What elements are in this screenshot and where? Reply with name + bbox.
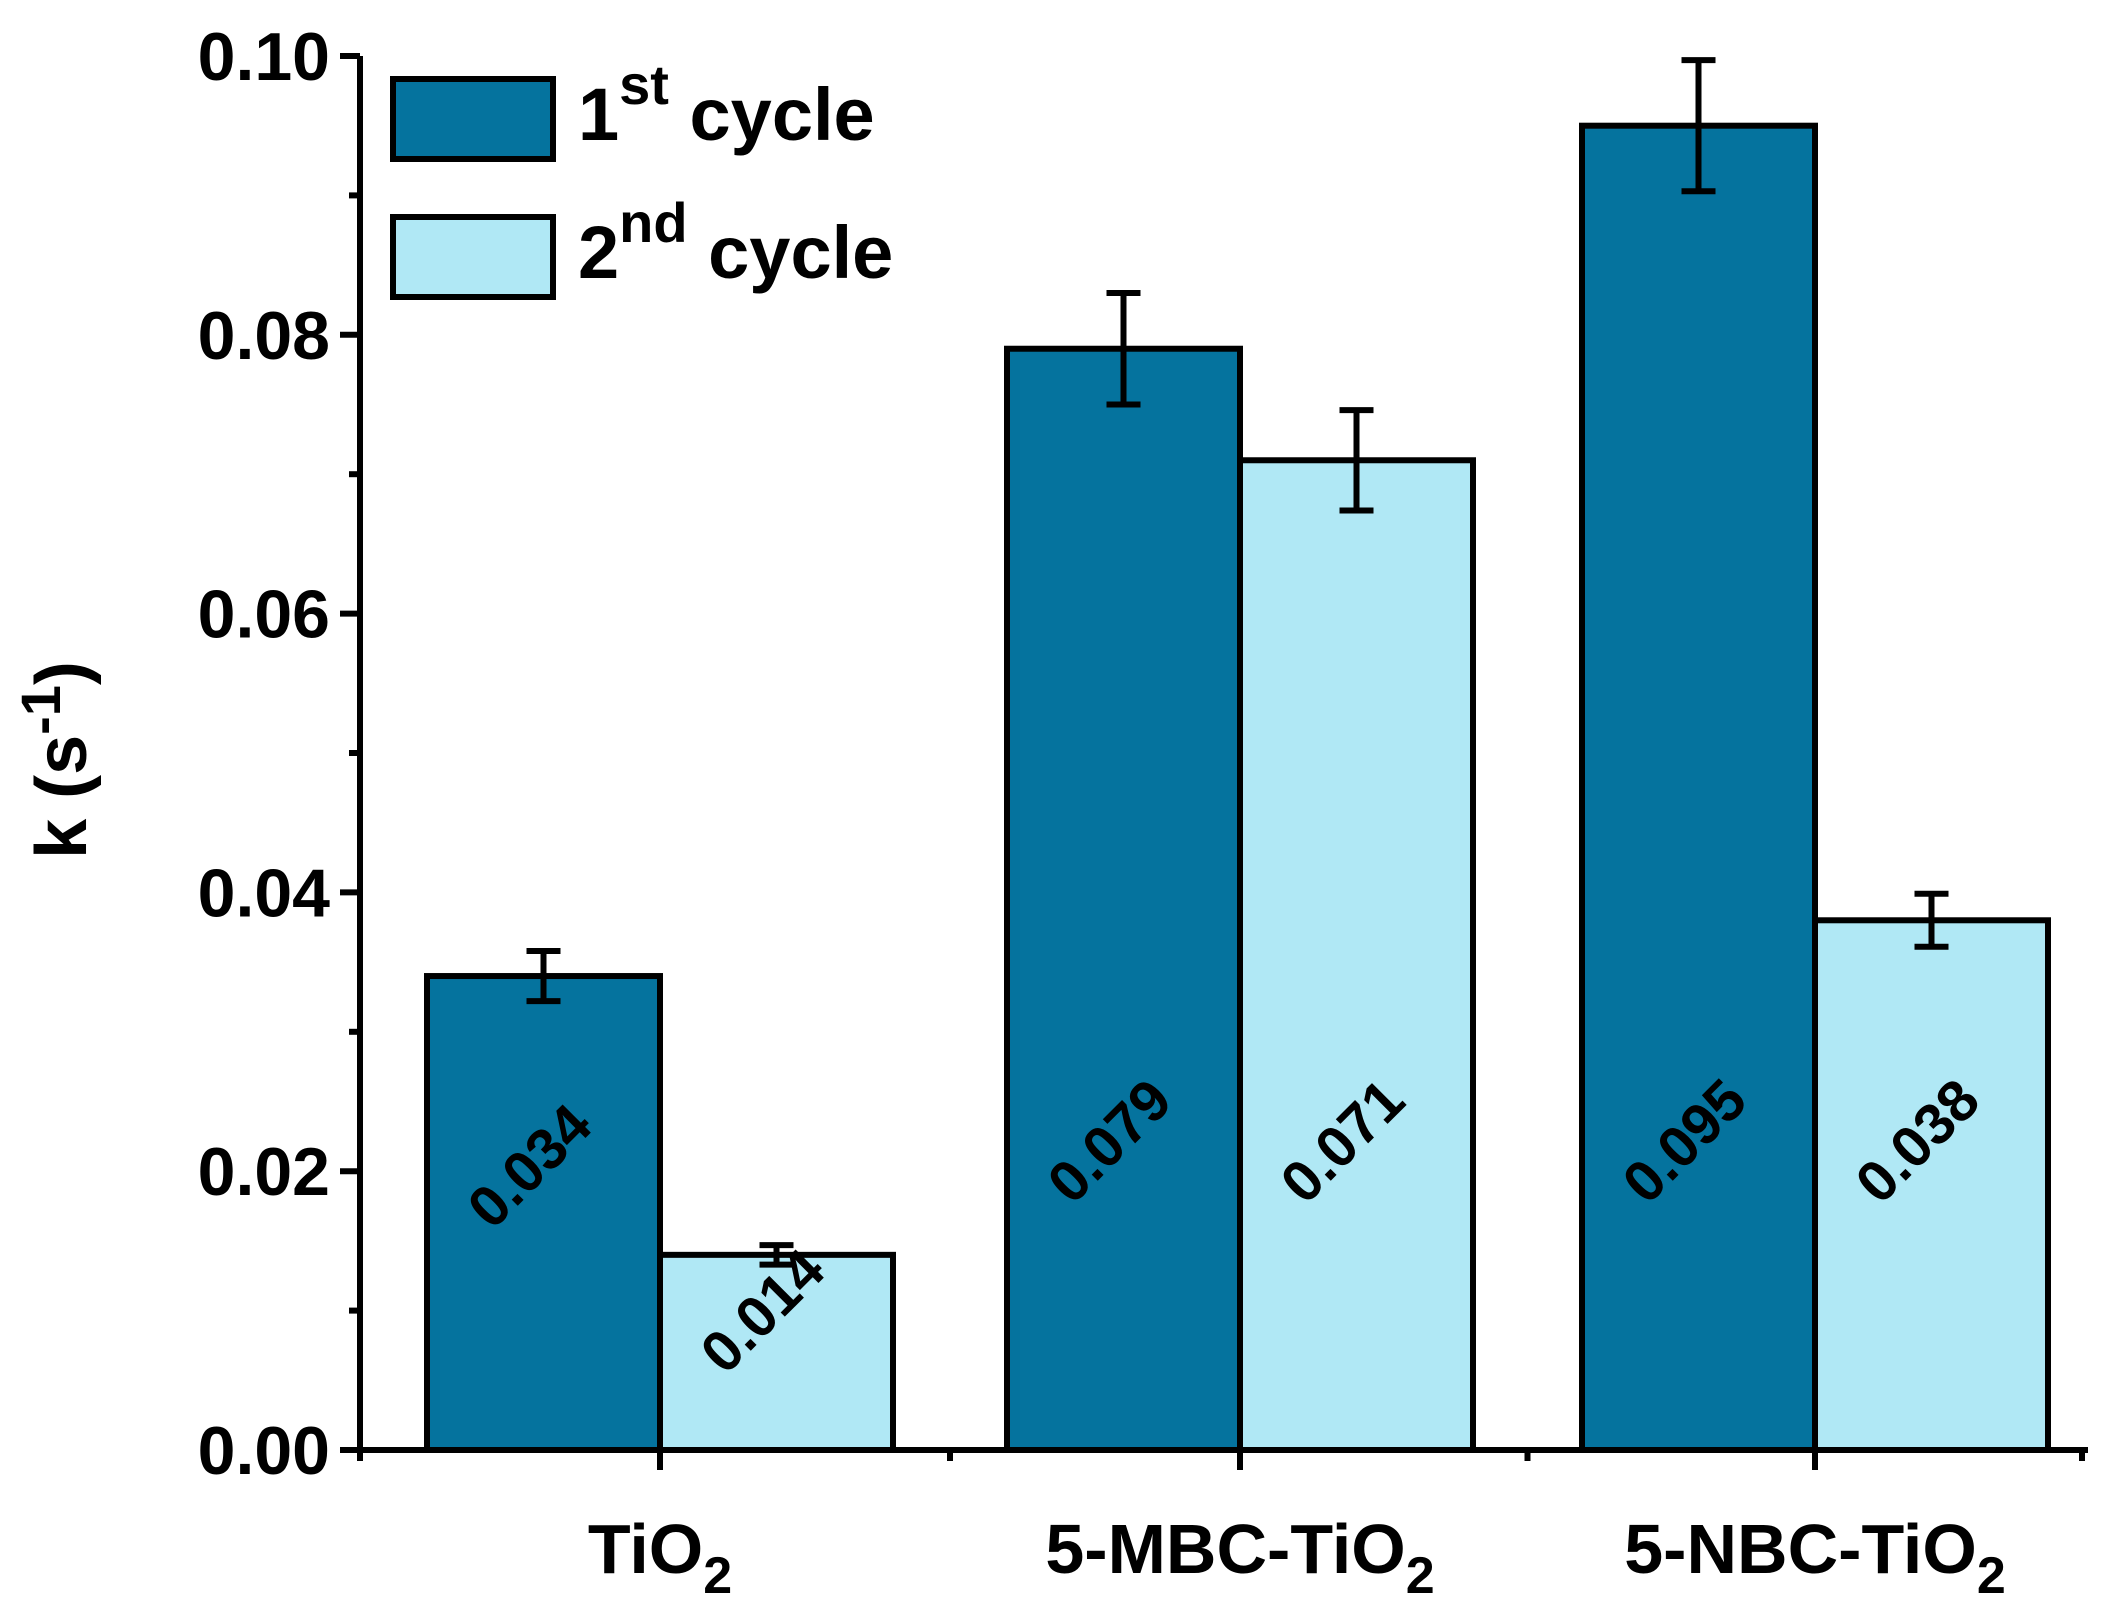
legend-label-1st-cycle: 1st cycle	[578, 53, 875, 156]
bar-2nd-cycle	[1812, 917, 2051, 1453]
x-category-subscript: 2	[1977, 1547, 2006, 1600]
legend: 1st cycle 2nd cycle	[390, 53, 893, 300]
y-axis-title-close: )	[22, 661, 102, 685]
y-tick-label: 0.08	[198, 298, 330, 374]
x-category-label: 5-MBC-TiO2	[1045, 1510, 1434, 1600]
legend-1st-text: cycle	[669, 73, 875, 156]
bar-1st-cycle	[424, 973, 663, 1453]
legend-1st-num: 1	[578, 73, 619, 156]
x-category-label: 5-NBC-TiO2	[1624, 1510, 2006, 1600]
bar-1st-cycle	[1579, 122, 1818, 1454]
y-axis-title-base: k (s	[22, 735, 102, 859]
bar-2nd-cycle	[657, 1251, 896, 1453]
x-category-main: 5-NBC-TiO	[1624, 1510, 1977, 1588]
legend-2nd-text: cycle	[688, 211, 894, 294]
error-bars-group	[526, 57, 1949, 1268]
y-axis-title-sup: -1	[9, 685, 72, 735]
legend-label-2nd-cycle: 2nd cycle	[578, 191, 893, 294]
y-tick-label: 0.06	[198, 577, 330, 653]
x-category-label: TiO2	[588, 1510, 732, 1600]
y-tick-label: 0.10	[198, 19, 330, 95]
bar-1st-cycle	[1004, 345, 1243, 1453]
x-category-main: 5-MBC-TiO	[1045, 1510, 1405, 1588]
bar-2nd-cycle	[1237, 457, 1476, 1453]
y-axis-title: k (s-1)	[9, 661, 102, 859]
legend-2nd-num: 2	[578, 211, 619, 294]
legend-swatch-1st-cycle	[390, 76, 556, 162]
y-tick-label: 0.04	[198, 855, 331, 931]
x-category-subscript: 2	[703, 1547, 732, 1600]
y-tick-label: 0.02	[198, 1134, 330, 1210]
legend-2nd-sup: nd	[619, 191, 687, 254]
legend-swatch-2nd-cycle	[390, 214, 556, 300]
y-ticks-group: 0.00 0.02 0.04 0.06 0.08 0.10	[198, 19, 360, 1489]
legend-1st-sup: st	[619, 53, 669, 116]
y-axis-title-group: k (s-1)	[9, 661, 102, 859]
x-category-subscript: 2	[1406, 1547, 1435, 1600]
y-tick-label: 0.00	[198, 1413, 330, 1489]
bars-group	[424, 122, 2051, 1454]
x-labels-group: TiO2 5-MBC-TiO2 5-NBC-TiO2	[357, 1450, 2085, 1600]
x-category-main: TiO	[588, 1510, 703, 1588]
